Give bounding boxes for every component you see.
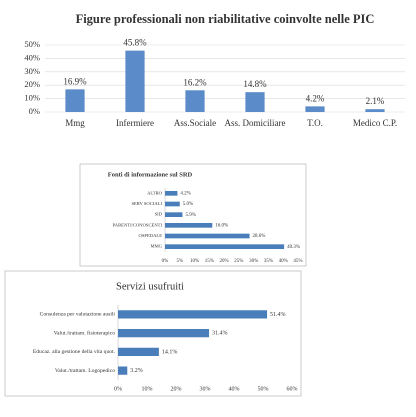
bar [118,329,210,338]
data-label: 28.6% [253,234,266,239]
bar [118,366,128,375]
bar [185,90,205,112]
data-label: 5.9% [185,213,195,218]
x-tick-label: 50% [258,386,269,392]
x-tick-label: 0% [162,259,169,264]
data-label: 16.2% [183,77,207,87]
bar [365,109,385,112]
bar [125,50,145,112]
data-label: 16.0% [215,223,228,228]
bar [165,222,213,228]
chart-title: Servizi usufruiti [116,281,184,292]
y-tick-label: 30% [24,66,40,76]
x-tick-label: 40% [229,386,240,392]
x-tick-label: 25% [234,259,243,264]
y-tick-label: OSPEDALE [139,233,163,238]
y-tick-label: SID [155,212,163,217]
x-tick-label: Infermiere [116,118,154,128]
data-label: 14.1% [162,349,178,355]
x-tick-label: 20% [171,386,182,392]
data-label: 31.4% [212,331,228,337]
x-tick-label: T.O. [307,118,323,128]
x-tick-label: 5% [176,259,183,264]
chart-title: Fonti di informazione sul SRD [108,171,193,178]
data-label: 51.4% [270,312,286,318]
data-label: 2.1% [366,96,385,106]
y-tick-label: Valut./trattam. fisioterapico [54,329,116,336]
y-tick-label: Consulenza per valutazione ausili [40,312,116,318]
x-tick-label: Ass.Sociale [174,118,216,128]
data-label: 4.2% [180,191,190,196]
x-tick-label: Medico C.P. [353,118,397,128]
x-tick-label: 0% [114,386,122,392]
x-tick-label: 40% [279,259,288,264]
y-tick-label: 40% [24,52,40,62]
data-label: 3.2% [130,368,143,374]
bar [118,310,268,319]
y-tick-label: 20% [24,79,40,89]
data-label: 16.9% [63,76,87,86]
bar [165,212,183,218]
y-tick-label: Educaz. alla gestione della vita quot. [33,349,116,355]
y-tick-label: 50% [24,39,40,49]
x-tick-label: 30% [249,259,258,264]
x-tick-label: 60% [287,386,298,392]
bar [305,106,325,112]
data-label: 45.8% [123,38,147,48]
data-label: 5.0% [183,202,193,207]
x-tick-label: 15% [205,259,214,264]
data-label: 4.2% [306,93,325,103]
y-tick-label: PARENTI/CONOSCENTI [113,222,163,227]
data-label: 40.3% [287,245,300,250]
y-tick-label: 0% [29,106,40,116]
bar [165,233,250,239]
y-tick-label: 10% [24,93,40,103]
bar [165,190,178,196]
x-tick-label: Mmg [65,118,85,128]
x-tick-label: 30% [200,386,211,392]
x-tick-label: Ass. Domiciliare [225,118,286,128]
y-tick-label: ALTRO [147,190,163,195]
x-tick-label: 35% [264,259,273,264]
chart-title: Figure professionali non riabilitative c… [76,12,375,26]
bar [245,92,265,112]
y-tick-label: Valut./trattam. Logopedico [55,368,115,374]
y-tick-label: SERV SOCIALI [131,201,162,206]
data-label: 14.8% [243,79,267,89]
x-tick-label: 10% [142,386,153,392]
bar [165,244,285,250]
x-tick-label: 10% [190,259,199,264]
bar [165,201,180,207]
y-tick-label: MMG [151,244,163,249]
x-tick-label: 20% [220,259,229,264]
x-tick-label: 45% [293,259,302,264]
bar [118,347,159,356]
bar [65,89,85,112]
